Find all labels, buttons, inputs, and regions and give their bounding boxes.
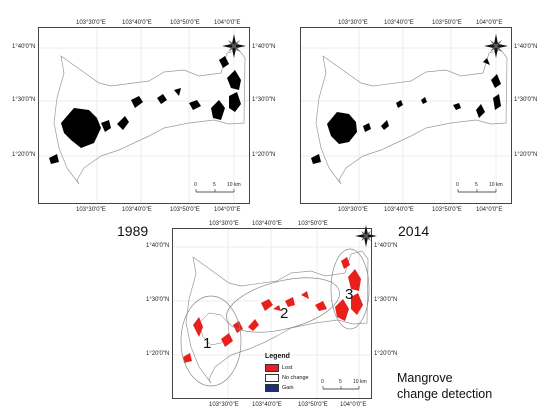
x-tick: 104°0'0"E [476,207,503,213]
legend-swatch-lost [265,364,279,372]
y-tick: 1°30'0"N [374,297,398,303]
scale-label-0: 0 [194,182,197,188]
scale-label-0: 0 [456,182,459,188]
scale-label-0: 0 [321,379,324,385]
scale-label-10: 10 km [227,182,241,188]
x-tick: 104°0'0"E [340,402,367,408]
map-2014-frame: 0 5 10 km [300,27,512,204]
y-tick: 1°40'0"N [146,243,170,249]
north-arrow-icon [355,225,377,247]
x-tick: 103°30'0"E [76,20,106,26]
north-arrow-icon [484,34,508,58]
x-tick: 103°40'0"E [122,20,152,26]
map-change-svg [173,229,371,398]
scale-bar-2014 [457,189,497,193]
y-tick: 1°30'0"N [146,297,170,303]
legend-title: Legend [265,353,290,360]
x-tick: 103°30'0"E [209,402,239,408]
legend-swatch-gain [265,384,279,392]
scale-label-5: 5 [213,182,216,188]
figure-caption: Mangrove change detection [397,370,492,402]
y-tick: 1°40'0"N [374,243,398,249]
year-label-1989: 1989 [117,223,149,239]
legend-label-gain: Gain [282,385,294,391]
y-tick: 1°30'0"N [514,97,538,103]
map-1989-svg [39,28,249,203]
x-tick: 104°0'0"E [214,20,241,26]
y-tick: 1°20'0"N [252,152,276,158]
caption-line-1: Mangrove [397,371,453,385]
map-2014-svg [301,28,511,203]
coastline [185,250,369,384]
map-change-frame: 1 2 3 Legend Lost No change Gain 0 5 10 … [172,228,372,399]
region-ellipses [180,248,370,387]
legend-item-gain: Gain [265,384,294,392]
x-tick: 103°30'0"E [338,20,368,26]
y-tick: 1°30'0"N [12,97,36,103]
x-tick: 104°0'0"E [214,207,241,213]
scale-label-5: 5 [475,182,478,188]
legend-label-lost: Lost [282,365,293,371]
year-label-2014: 2014 [398,223,430,239]
legend-item-lost: Lost [265,364,292,372]
x-tick: 103°40'0"E [252,402,282,408]
y-tick: 1°30'0"N [252,97,276,103]
x-tick: 103°40'0"E [252,221,282,227]
x-tick: 103°50'0"E [298,402,328,408]
x-tick: 103°30'0"E [76,207,106,213]
scale-bar-change [322,386,360,390]
y-tick: 1°20'0"N [374,351,398,357]
x-tick: 103°30'0"E [338,207,368,213]
north-arrow-icon [222,34,246,58]
scale-bar-1989 [195,189,235,193]
x-tick: 103°40'0"E [384,207,414,213]
y-tick: 1°20'0"N [514,152,538,158]
region-label-1: 1 [203,335,212,352]
x-tick: 103°40'0"E [384,20,414,26]
x-tick: 103°50'0"E [170,207,200,213]
y-tick: 1°40'0"N [252,44,276,50]
x-tick: 103°50'0"E [432,207,462,213]
y-tick: 1°40'0"N [12,44,36,50]
legend-swatch-no-change [265,374,279,382]
lost-patches [183,257,363,363]
x-tick: 103°50'0"E [170,20,200,26]
y-tick: 1°20'0"N [12,152,36,158]
x-tick: 104°0'0"E [476,20,503,26]
region-label-2: 2 [280,305,289,322]
x-tick: 103°40'0"E [122,207,152,213]
caption-line-2: change detection [397,387,493,401]
region-label-3: 3 [345,286,354,303]
mangrove-2014 [311,58,501,164]
scale-label-10: 10 km [353,379,367,385]
x-tick: 103°50'0"E [298,221,328,227]
coastline [315,49,508,185]
x-tick: 103°50'0"E [432,20,462,26]
y-tick: 1°20'0"N [146,351,170,357]
y-tick: 1°40'0"N [514,44,538,50]
scale-label-10: 10 km [489,182,503,188]
mangrove-1989 [49,56,241,164]
legend-item-no-change: No change [265,374,309,382]
scale-label-5: 5 [339,379,342,385]
map-1989-frame: 0 5 10 km [38,27,250,204]
coastline [53,49,246,185]
x-tick: 103°30'0"E [209,221,239,227]
legend-label-no-change: No change [282,375,309,381]
